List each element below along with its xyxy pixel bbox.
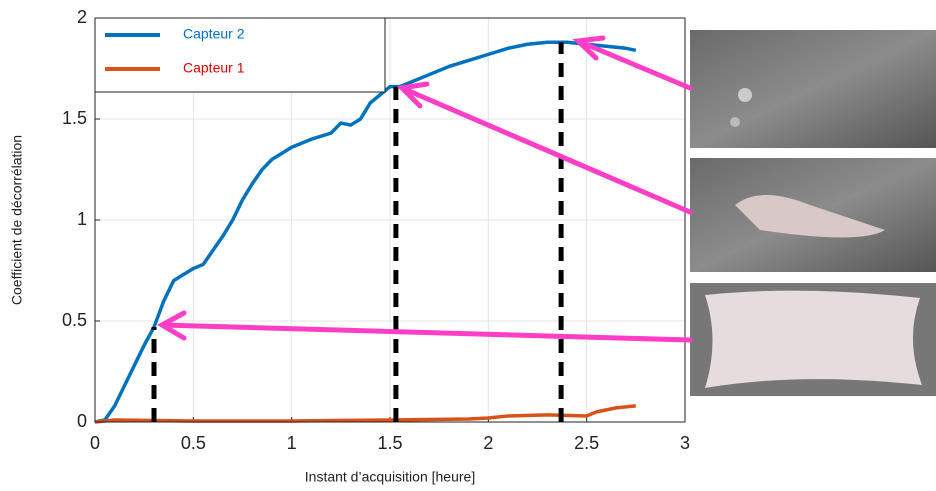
- y-tick-label: 0: [77, 411, 87, 431]
- plot-frame: [94, 17, 686, 423]
- bubble: [730, 117, 740, 127]
- arrow-head: [396, 81, 430, 109]
- x-tick-label: 1.5: [377, 433, 402, 453]
- legend-box: [94, 17, 386, 93]
- x-tick-label: 2: [483, 433, 493, 453]
- axes-layer: 0 0.5 1 1.5 2 2.5 3 0 0.5 1 1.5 2: [62, 7, 690, 453]
- x-axis-label: Instant d’acquisition [heure]: [305, 469, 475, 485]
- x-tick-label: 3: [680, 433, 690, 453]
- x-tick-label: 2.5: [574, 433, 599, 453]
- photo-shape: [735, 195, 885, 238]
- marker-layer: [151, 42, 564, 422]
- x-tick-label: 0: [90, 433, 100, 453]
- legend-text: Capteur 2: [183, 26, 245, 42]
- arrows: [156, 35, 693, 343]
- y-tick-label: 2: [77, 7, 87, 27]
- series-line: [94, 40, 637, 424]
- y-tick-label: 1: [77, 209, 87, 229]
- arrow-head: [156, 310, 187, 341]
- y-tick-label: 1.5: [62, 108, 87, 128]
- x-tick-label: 0.5: [181, 433, 206, 453]
- x-tick-label: 1: [287, 433, 297, 453]
- legend-text: Capteur 1: [183, 60, 245, 76]
- photo: [690, 30, 936, 148]
- arrow: [159, 322, 693, 343]
- photo-shape: [705, 290, 922, 388]
- bubble: [738, 88, 752, 102]
- series-line: [94, 404, 637, 424]
- y-axis-label: Coefficient de décorrélation: [9, 135, 25, 305]
- y-tick-label: 0.5: [62, 310, 87, 330]
- arrow-head: [572, 35, 606, 61]
- arrow: [399, 85, 693, 215]
- arrow: [575, 38, 693, 91]
